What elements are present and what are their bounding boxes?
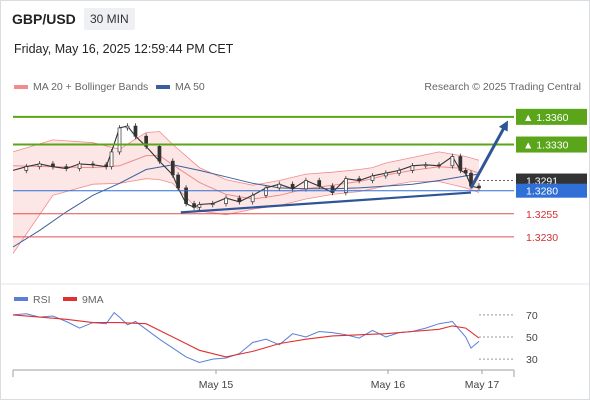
support-label: 1.3230: [526, 232, 558, 244]
rsi-panel: 70 50 30: [12, 310, 538, 366]
x-tick-label: May 16: [371, 379, 406, 391]
candle-body: [197, 204, 202, 208]
candle-body: [410, 165, 415, 171]
price-line: [12, 125, 480, 208]
candle-body: [176, 174, 180, 189]
candle-body: [437, 164, 441, 167]
x-tick-label: May 17: [465, 379, 500, 391]
candle-body: [317, 180, 322, 187]
candle-body: [117, 127, 122, 153]
legend-rsi-ma: 9MA: [82, 294, 104, 306]
candle-body: [144, 135, 148, 147]
rsi-tick-label: 50: [526, 332, 538, 344]
timeframe-button[interactable]: 30 MIN: [84, 8, 135, 30]
candle-body: [51, 163, 55, 168]
support-label: 1.3255: [526, 209, 558, 221]
candle-body: [383, 172, 388, 177]
resistance-label: ▲ 1.3360: [523, 112, 569, 124]
legend-bollinger-swatch: [14, 85, 28, 89]
candle-body: [250, 194, 255, 203]
candle-body: [184, 187, 188, 204]
pivot-tag: [516, 183, 587, 198]
candle-body: [64, 166, 69, 169]
credit-text: Research © 2025 Trading Central: [424, 81, 581, 93]
rsi-line: [12, 311, 480, 364]
candle-body: [125, 125, 130, 129]
candle-body: [237, 197, 242, 203]
candle-body: [133, 125, 138, 137]
candle-body: [397, 170, 401, 174]
bollinger-upper-line: [12, 131, 480, 186]
resistance-tag: [516, 108, 587, 125]
legend-rsi-swatch: [14, 297, 28, 301]
x-axis: May 15 May 16 May 17: [199, 370, 500, 391]
symbol-label: GBP/USD: [12, 11, 76, 27]
candle-body: [450, 156, 455, 167]
candle-body: [330, 185, 335, 193]
candle-body: [423, 164, 428, 167]
candle-body: [104, 164, 109, 168]
candle-body: [477, 185, 481, 189]
legend-ma50: MA 50: [175, 81, 205, 93]
rsi-ma-line: [12, 314, 480, 358]
rsi-tick-label: 30: [526, 354, 538, 366]
ma50-line: [12, 164, 480, 248]
bollinger-band-fill: [13, 131, 479, 254]
candle-body: [77, 163, 82, 169]
candle-body: [357, 178, 362, 181]
candle-body: [24, 166, 29, 171]
candle-body: [37, 163, 42, 168]
resistance-label: ▲ 1.3330: [523, 140, 569, 152]
candle-body: [109, 151, 114, 168]
candle-body: [458, 156, 463, 171]
candle-body: [210, 203, 215, 205]
candle-body: [370, 175, 375, 181]
candle-body: [264, 187, 268, 196]
legend-bollinger: MA 20 + Bollinger Bands: [33, 81, 148, 93]
chart-datetime: Friday, May 16, 2025 12:59:44 PM CET: [14, 42, 234, 56]
candle-body: [91, 163, 95, 166]
resistance-tag: [516, 136, 587, 153]
trendline: [180, 191, 472, 214]
legend-rsi: RSI: [33, 294, 51, 306]
legend-rsi-ma-swatch: [63, 297, 77, 301]
pivot-label: 1.3280: [526, 186, 558, 198]
candle-body: [463, 170, 468, 174]
candle-body: [157, 146, 162, 162]
candle-body: [290, 183, 295, 190]
candle-body: [344, 178, 348, 193]
chart-header: GBP/USD 30 MIN: [1, 1, 589, 37]
candle-body: [304, 180, 308, 190]
projection-arrow: [469, 120, 509, 189]
legend-ma50-swatch: [156, 85, 170, 89]
candle-body: [170, 160, 175, 176]
x-tick-label: May 15: [199, 379, 234, 391]
candle-body: [192, 203, 196, 208]
candle-body: [224, 197, 228, 204]
rsi-tick-label: 70: [526, 310, 538, 322]
candle-body: [277, 183, 282, 189]
